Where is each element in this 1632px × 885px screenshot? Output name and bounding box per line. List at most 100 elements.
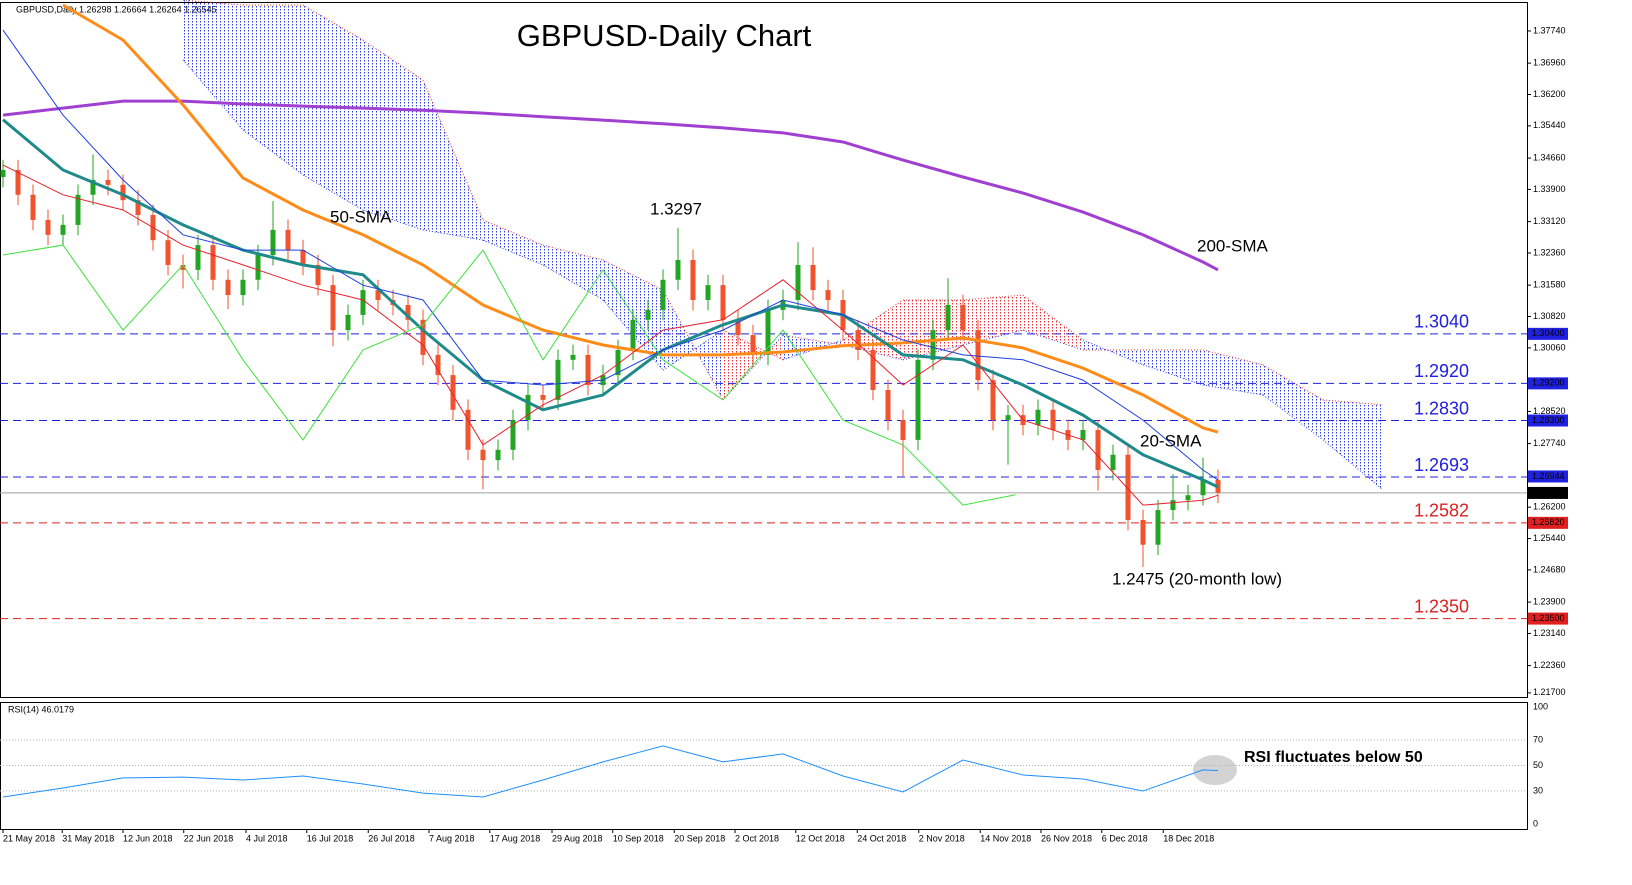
price-tag-label: 1.26545 [1532,487,1565,497]
level-label: 1.2350 [1414,596,1469,616]
indicator-line [2,118,1219,489]
rsi-tick-label: 0 [1533,818,1538,828]
x-tick-label: 24 Oct 2018 [857,833,906,843]
y-tick-label: 1.32360 [1533,247,1566,257]
x-tick-label: 29 Aug 2018 [552,833,603,843]
cloud-edge [542,264,604,301]
candle-body [1035,409,1041,426]
candle-body [930,330,936,360]
cloud-edge [482,219,544,246]
candle-body [240,279,246,296]
y-tick-label: 1.36960 [1533,58,1566,68]
x-tick-label: 6 Dec 2018 [1102,833,1148,843]
candle-body [870,349,876,390]
candle-body [1095,430,1101,471]
x-tick-label: 17 Aug 2018 [490,833,541,843]
rsi-tick-label: 50 [1533,760,1543,770]
candle-body [165,240,171,265]
rsi-title: RSI(14) 46.0179 [8,704,74,714]
cloud-segment [363,40,423,230]
x-tick-label: 10 Sep 2018 [613,833,664,843]
candle-body [765,309,771,355]
y-tick-label: 1.33120 [1533,216,1566,226]
cloud-segment [183,0,243,130]
y-tick-label: 1.22360 [1533,660,1566,670]
x-tick-label: 21 May 2018 [3,833,55,843]
y-tick-label: 1.30820 [1533,311,1566,321]
candle-body [300,250,306,265]
candle-body [990,380,996,421]
candle-body [585,354,591,386]
y-tick-label: 1.23140 [1533,628,1566,638]
candle-body [135,200,141,216]
x-tick-label: 20 Sep 2018 [674,833,725,843]
candle-body [975,330,981,381]
y-tick-label: 1.34660 [1533,152,1566,162]
cloud-edge [182,59,244,131]
y-tick-label: 1.23900 [1533,596,1566,606]
candle-body [1125,454,1131,520]
level-label: 1.2582 [1414,501,1469,521]
cloud-edge [602,259,664,291]
candle-body [885,389,891,421]
candle-body [255,255,261,280]
line-label: 50-SMA [330,207,392,226]
cloud-edge [1202,384,1264,396]
x-tick-label: 16 Jul 2018 [307,833,354,843]
candle-body [630,319,636,350]
cloud-edge [962,329,1024,346]
candle-body [690,259,696,301]
candle-body [210,245,216,280]
price-tag [1528,414,1568,427]
cloud-edge [422,79,484,221]
candle-body [195,245,201,270]
cloud-segment [483,219,543,265]
candle-body [345,314,351,331]
cloud-edge [422,229,484,241]
candle-body [555,359,561,400]
candle-body [1170,500,1176,511]
y-tick-label: 1.26200 [1533,502,1566,512]
cloud-edge [662,329,724,371]
candle-body [30,194,36,220]
x-tick-label: 2 Nov 2018 [919,833,965,843]
cloud-edge [602,299,664,371]
y-tick-label: 1.28520 [1533,406,1566,416]
cloud-edge [302,174,364,211]
candle-body [0,170,6,178]
cloud-segment [1023,295,1083,350]
line-label: 200-SMA [1197,236,1269,255]
candle-body [570,354,576,360]
annotation: 1.3297 [650,199,702,218]
y-tick-label: 1.27740 [1533,438,1566,448]
line-label: 20-SMA [1140,431,1202,450]
candle-body [525,394,531,421]
candle-body [60,224,66,235]
candle-body [90,179,96,195]
rsi-tick-label: 70 [1533,734,1543,744]
cloud-segment [1143,349,1203,386]
price-tag [1528,486,1568,499]
candle-body [825,290,831,301]
cloud-edge [1202,349,1264,366]
cloud-segment [1323,399,1383,490]
price-tag-label: 1.25820 [1532,517,1565,527]
level-label: 1.2693 [1414,455,1469,475]
candle-body [495,449,501,461]
candle-body [285,229,291,251]
indicator-line [62,3,1219,434]
y-tick-label: 1.37740 [1533,25,1566,35]
y-tick-label: 1.35440 [1533,120,1566,130]
indicator-line [2,99,1219,272]
candle-body [1155,510,1161,545]
rsi-annotation: RSI fluctuates below 50 [1244,749,1423,766]
cloud-edge [542,244,604,261]
candle-body [450,375,456,410]
candle-body [1110,454,1116,471]
candle-body [435,354,441,376]
cloud-edge [962,294,1024,301]
candle-body [1140,519,1146,545]
y-tick-label: 1.33900 [1533,184,1566,194]
candle-body [735,319,741,336]
x-tick-label: 26 Jul 2018 [368,833,415,843]
